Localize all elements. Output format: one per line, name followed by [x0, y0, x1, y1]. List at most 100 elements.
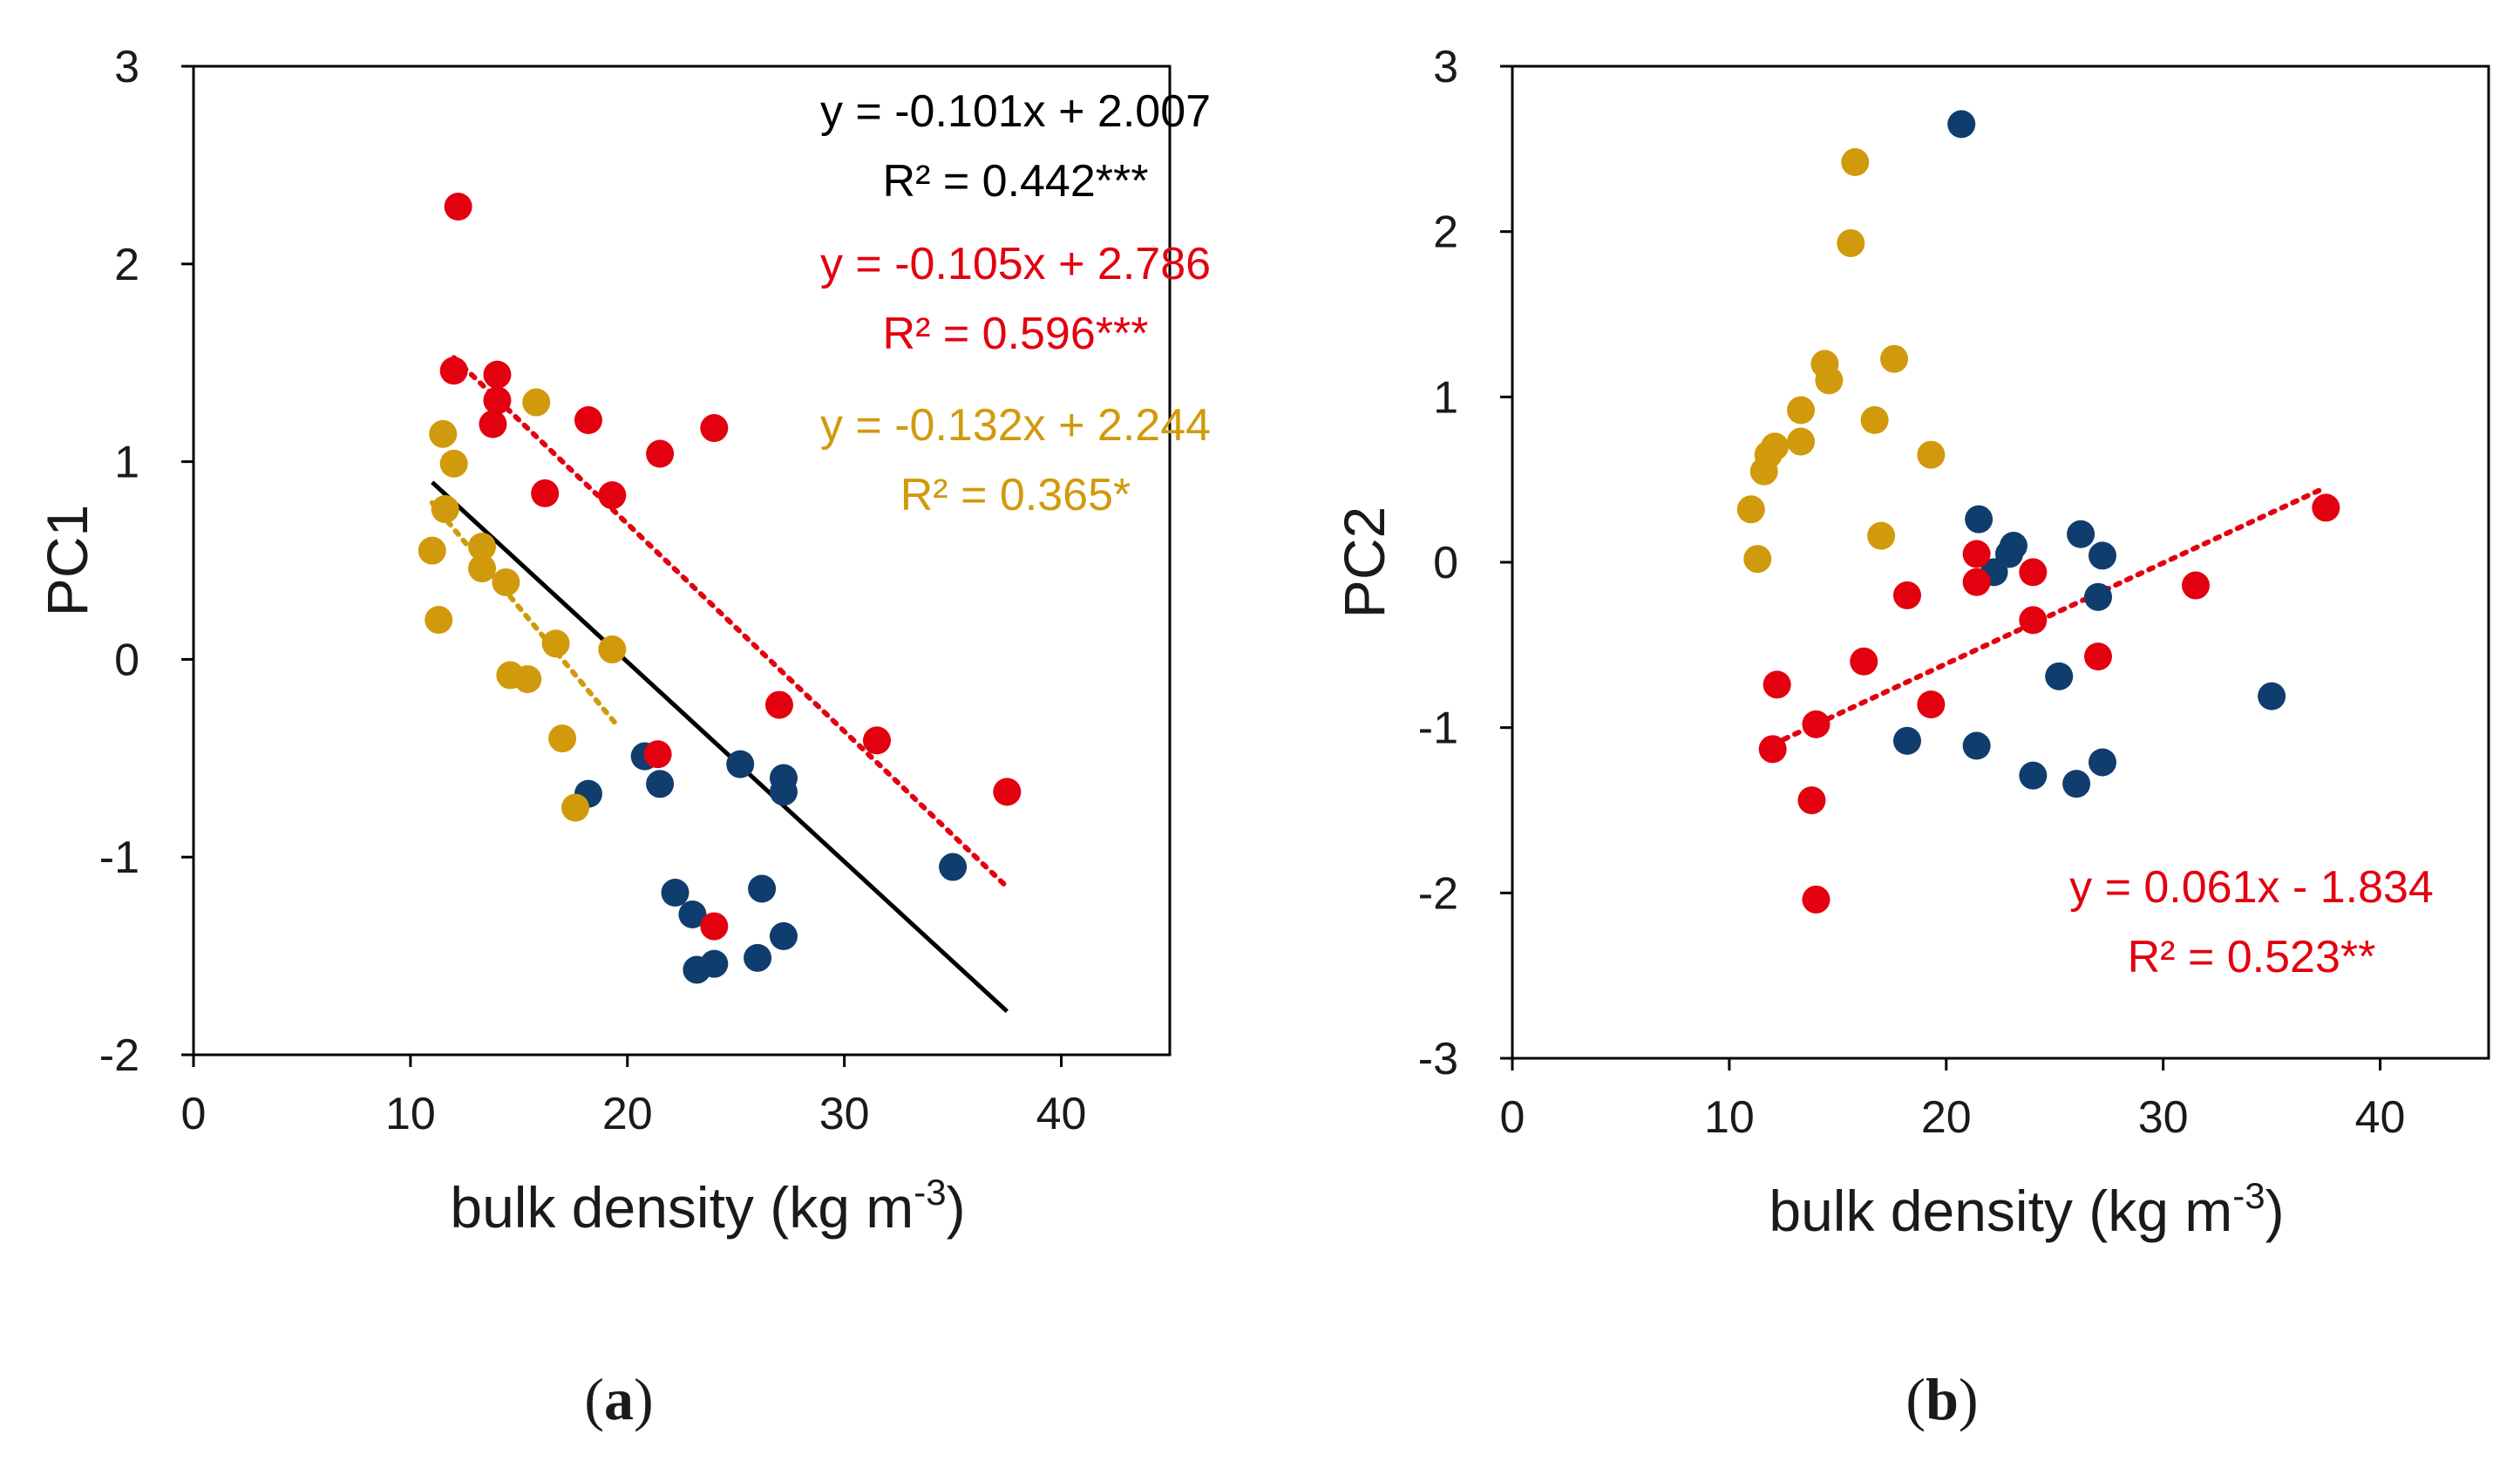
- data-point-red: [700, 414, 729, 443]
- x-tick-label: 30: [2138, 1092, 2189, 1143]
- data-point-gold: [541, 629, 570, 658]
- data-point-gold: [429, 419, 458, 448]
- data-point-red: [574, 405, 602, 434]
- data-point-navy: [726, 750, 755, 778]
- panel-b: 0 10 20 30 40 -3 -2 -1 0 1 2 3 bulk density (kg m-3)…: [1332, 42, 2490, 1432]
- plot-frame: [192, 65, 1172, 1057]
- y-tick-label: 2: [114, 240, 139, 290]
- x-tick-label: 40: [2355, 1092, 2406, 1143]
- data-point-gold: [1867, 521, 1896, 550]
- data-point-navy: [678, 900, 707, 928]
- data-point-navy: [939, 853, 968, 881]
- y-tick-label: 3: [114, 42, 139, 92]
- data-point-navy: [1962, 731, 1991, 760]
- data-point-navy: [2062, 770, 2091, 799]
- data-point-navy: [769, 921, 798, 950]
- data-point-gold: [522, 388, 551, 417]
- data-point-gold: [1787, 427, 1816, 456]
- panel-a: 0 10 20 30 40 -2 -1 0 1 2 3 bulk density (kg m-3) PC…: [35, 42, 1211, 1432]
- x-tick-label: 10: [385, 1089, 436, 1139]
- x-axis-title: bulk density (kg m-3): [450, 1172, 965, 1240]
- data-point-gold: [1761, 432, 1790, 461]
- data-point-navy: [700, 949, 729, 978]
- data-point-red: [1917, 690, 1946, 719]
- trendline-all: [431, 480, 1009, 1014]
- data-point-red: [1802, 885, 1831, 914]
- data-point-navy: [2088, 541, 2116, 570]
- y-tick-label: 2: [1433, 207, 1458, 258]
- panel-label: (a): [584, 1366, 653, 1432]
- r-squared-red: R² = 0.523**: [2128, 932, 2376, 982]
- trendline-red: [451, 355, 1010, 890]
- data-point-navy: [769, 778, 798, 806]
- data-point-gold: [439, 449, 468, 478]
- x-tick-label: 20: [602, 1089, 653, 1139]
- data-point-gold: [1743, 545, 1772, 574]
- data-point-red: [1962, 540, 1991, 568]
- data-point-red: [863, 726, 891, 755]
- data-point-red: [643, 740, 672, 769]
- y-tick-label: 3: [1433, 42, 1458, 92]
- data-point-red: [765, 690, 793, 719]
- data-point-red: [2019, 558, 2048, 587]
- data-point-gold: [1837, 228, 1865, 257]
- x-tick-label: 40: [1036, 1089, 1087, 1139]
- equation-all: y = -0.101x + 2.007: [820, 86, 1211, 137]
- data-point-gold: [468, 533, 497, 561]
- data-point-red: [1850, 647, 1878, 676]
- y-tick-label: -2: [99, 1030, 139, 1081]
- y-tick-label: 1: [114, 438, 139, 488]
- data-point-navy: [1999, 532, 2028, 561]
- x-tick-label: 30: [819, 1089, 870, 1139]
- y-tick-label: -3: [1418, 1034, 1458, 1084]
- data-point-red: [1797, 786, 1826, 815]
- data-point-gold: [1736, 495, 1765, 524]
- data-point-navy: [2045, 662, 2074, 690]
- data-point-red: [1763, 670, 1791, 699]
- data-point-red: [1962, 567, 1991, 596]
- data-point-red: [479, 410, 507, 438]
- data-point-navy: [748, 874, 777, 903]
- panel-label: (b): [1905, 1366, 1978, 1432]
- equation-gold: y = -0.132x + 2.244: [820, 400, 1211, 451]
- data-point-red: [1892, 581, 1921, 609]
- data-point-navy: [1947, 110, 1976, 139]
- data-point-red: [531, 479, 560, 507]
- data-point-gold: [598, 635, 627, 664]
- y-tick-label: -1: [1418, 703, 1458, 754]
- y-axis-title: PC2: [1332, 506, 1396, 618]
- data-point-gold: [492, 567, 520, 596]
- data-point-red: [483, 360, 512, 389]
- y-axis-title: PC1: [35, 505, 99, 616]
- trendline-red: [1769, 484, 2329, 748]
- equation-red: y = -0.105x + 2.786: [820, 239, 1211, 289]
- data-point-navy: [2258, 682, 2286, 710]
- data-point-navy: [1892, 726, 1921, 755]
- data-point-navy: [661, 879, 689, 907]
- data-point-gold: [561, 793, 590, 822]
- data-point-red: [598, 481, 627, 510]
- data-point-gold: [1815, 366, 1844, 395]
- r-squared-red: R² = 0.596***: [883, 309, 1149, 359]
- data-point-red: [2182, 571, 2210, 600]
- y-tick-label: 0: [1433, 538, 1458, 588]
- data-point-gold: [548, 724, 577, 753]
- data-point-gold: [1917, 440, 1946, 469]
- data-point-gold: [468, 554, 497, 583]
- data-point-red: [2312, 493, 2340, 522]
- x-tick-label: 0: [181, 1089, 207, 1139]
- x-tick-label: 0: [1500, 1092, 1525, 1143]
- trendline-gold: [429, 500, 620, 728]
- data-point-navy: [2067, 520, 2095, 548]
- data-point-red: [700, 912, 729, 941]
- y-tick-label: -1: [99, 833, 139, 883]
- data-point-red: [444, 193, 472, 221]
- data-point-red: [2084, 642, 2112, 671]
- data-point-gold: [425, 606, 453, 635]
- y-tick-label: -2: [1418, 868, 1458, 919]
- data-point-red: [993, 778, 1022, 806]
- data-point-gold: [1860, 405, 1889, 434]
- data-point-navy: [1965, 505, 1994, 534]
- equation-red: y = 0.061x - 1.834: [2069, 862, 2434, 913]
